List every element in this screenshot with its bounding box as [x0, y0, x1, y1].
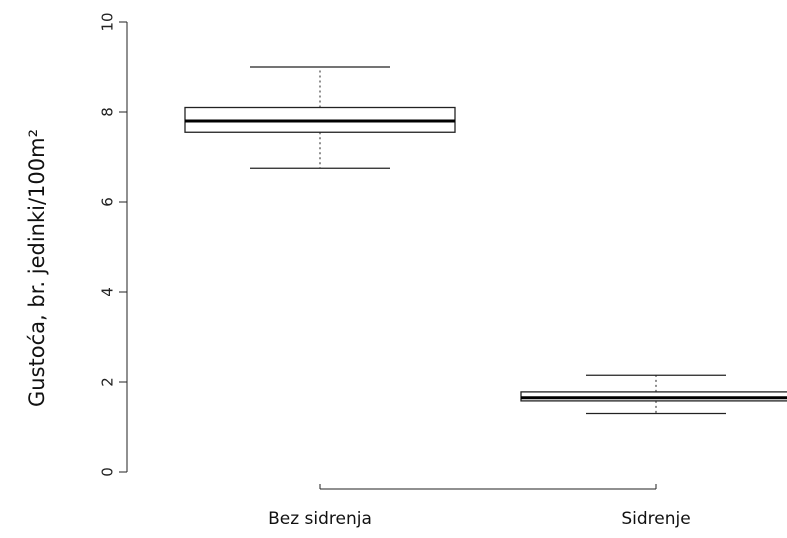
y-tick-label-0: 0 — [98, 467, 116, 477]
x-axis: Bez sidrenja Sidrenje — [268, 484, 691, 529]
boxes — [184, 66, 787, 415]
y-tick-label-8: 8 — [98, 107, 116, 117]
y-tick-label-2: 2 — [98, 377, 116, 387]
y-axis-title: Gustoća, br. jedinki/100m² — [25, 129, 49, 407]
y-axis: 0 2 4 6 8 10 — [98, 12, 128, 477]
y-tick-label-10: 10 — [98, 12, 116, 31]
box-0 — [184, 66, 456, 169]
x-category-label-1: Sidrenje — [621, 509, 690, 529]
y-tick-label-6: 6 — [98, 197, 116, 207]
y-tick-label-4: 4 — [98, 287, 116, 297]
x-category-label-0: Bez sidrenja — [268, 509, 372, 529]
box-1 — [520, 374, 787, 415]
